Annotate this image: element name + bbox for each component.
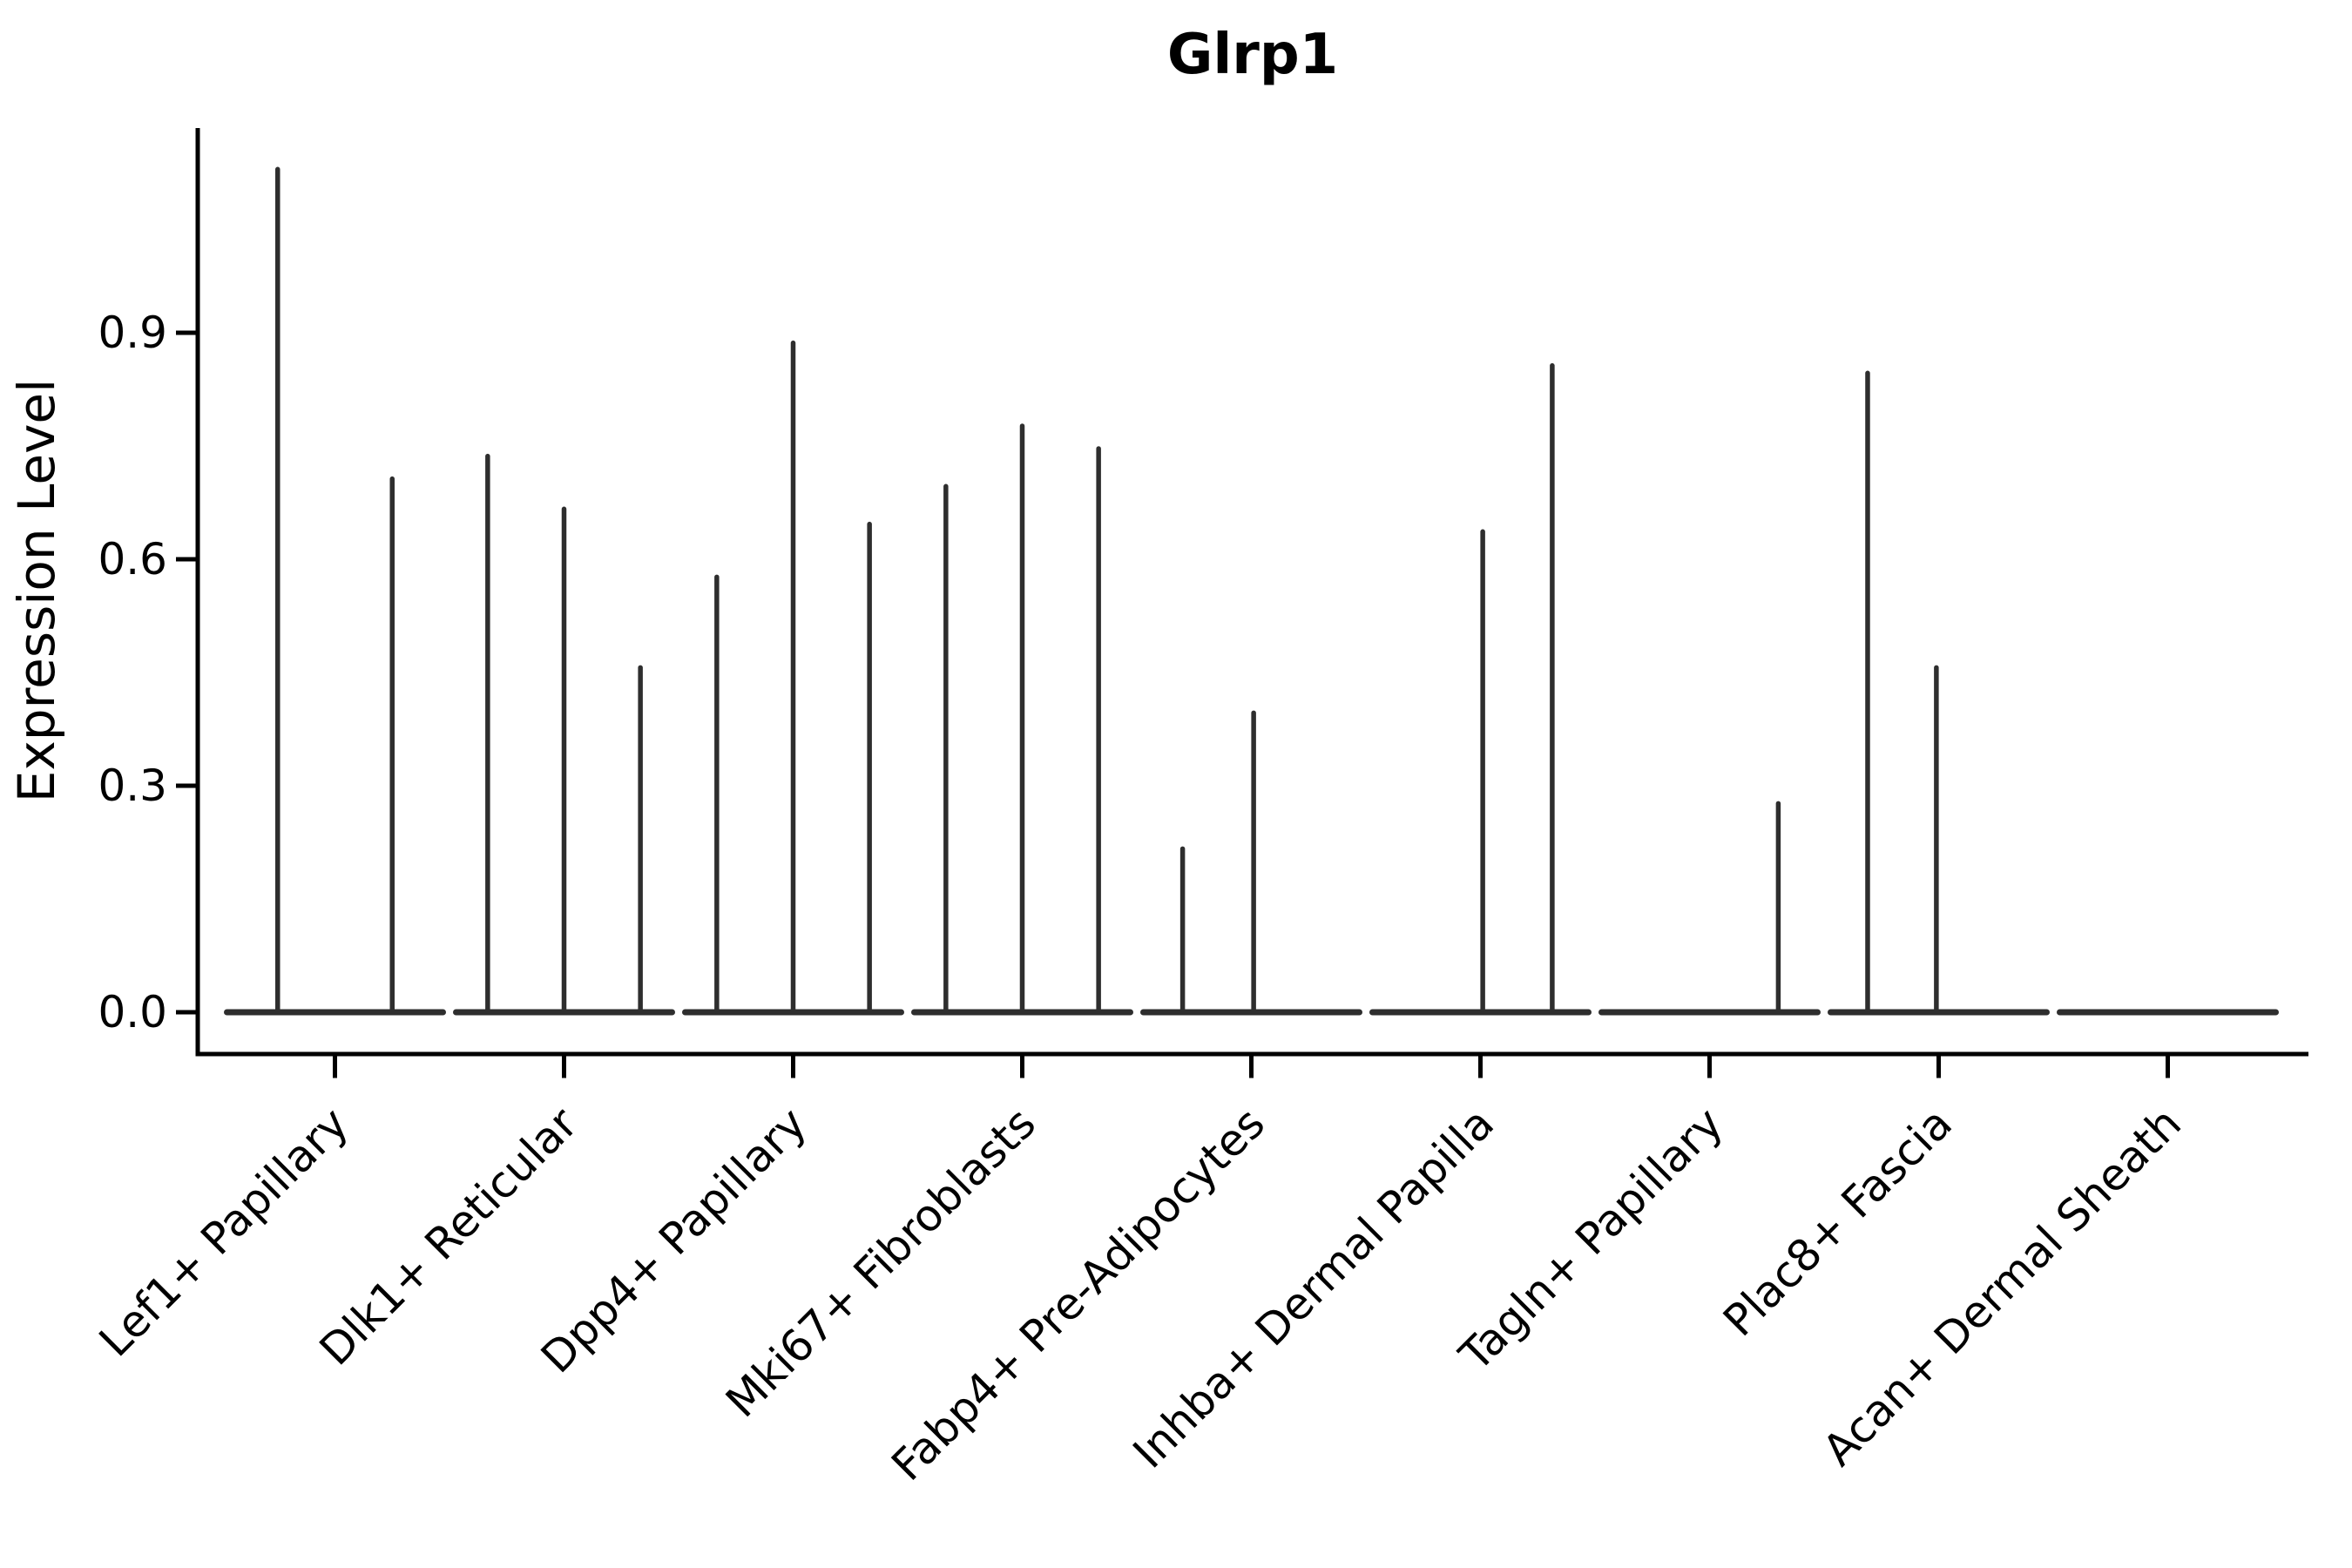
y-tick-label: 0.0 [98,987,167,1037]
y-tick-label: 0.3 [98,760,167,811]
y-tick-label: 0.9 [98,308,167,358]
chart-title: Glrp1 [1167,23,1338,87]
x-tick-label: Fabp4+ Pre-Adipocytes [882,1098,1274,1490]
x-tick-label: Plac8+ Fascia [1713,1098,1962,1346]
y-tick-label: 0.6 [98,534,167,585]
x-tick-label: Lef1+ Papillary [90,1098,358,1366]
violins-layer [224,166,2279,1016]
y-axis-label: Expression Level [7,379,66,802]
